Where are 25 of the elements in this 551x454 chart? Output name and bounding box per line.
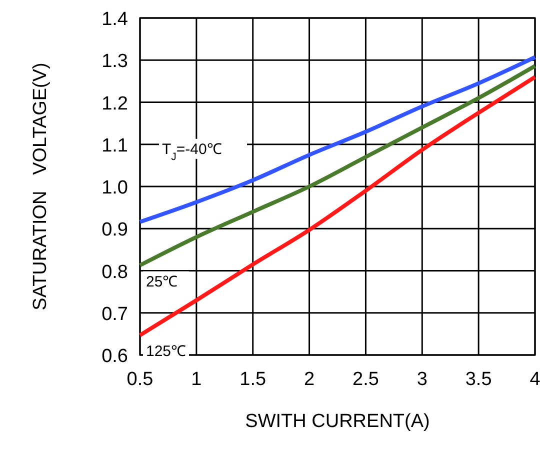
- x-tick-label: 3.5: [465, 369, 492, 390]
- y-axis-title: SATURATION VOLTAGE(V): [30, 62, 51, 310]
- y-tick-label: 0.6: [102, 346, 128, 367]
- line-series: [138, 55, 537, 224]
- series-label: 25℃: [146, 273, 178, 290]
- x-tick-label: 4: [530, 369, 541, 390]
- y-tick-label: 1.0: [102, 178, 128, 198]
- x-tick-label: 2: [304, 369, 315, 390]
- y-tick-label: 0.8: [102, 262, 128, 283]
- y-tick-label: 1.1: [102, 135, 128, 156]
- y-tick-label: 1.4: [102, 9, 128, 30]
- series-label: 125℃: [146, 343, 186, 360]
- x-axis-title: SWITH CURRENT(A): [245, 411, 430, 432]
- x-tick-label: 0.5: [126, 369, 154, 390]
- series-label: T$_{J}$=-40℃: [162, 140, 222, 163]
- y-tick-label: 0.7: [102, 304, 128, 325]
- x-tick-label: 2.5: [352, 369, 379, 390]
- y-tick-label: 1.3: [102, 51, 128, 72]
- line-series: [138, 74, 537, 338]
- line-series: [138, 64, 537, 268]
- x-tick-label: 1.5: [240, 369, 266, 390]
- y-tick-label: 0.9: [102, 220, 128, 241]
- y-tick-label: 1.2: [102, 93, 128, 114]
- x-tick-label: 3: [416, 369, 428, 390]
- x-tick-label: 1: [191, 369, 202, 390]
